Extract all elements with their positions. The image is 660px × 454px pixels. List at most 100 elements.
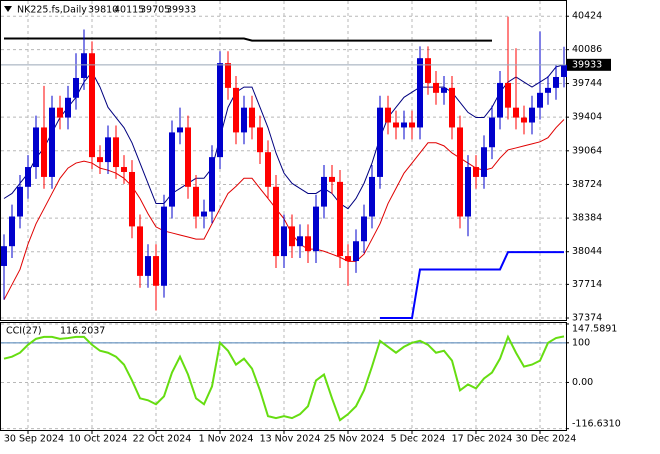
candle-body [537,92,543,108]
y-tick-label: 0.00 [572,377,593,388]
y-tick-label: 37374 [572,313,602,324]
candle-body [457,127,463,217]
candle-body [161,206,167,286]
candle-body [265,152,271,187]
candle-body [81,53,87,78]
cci-value: 116.2037 [60,326,105,337]
candle-body [513,107,519,118]
indicator-line [4,37,492,42]
current-price-box [567,58,611,71]
candle-body [393,122,399,128]
candle-body [41,127,47,177]
candle-body [209,157,215,212]
candle-body [257,127,263,153]
candle-body [505,82,511,108]
candle-body [249,107,255,128]
candle-body [89,53,95,158]
candle-body [521,117,527,123]
header-open: 39810 [88,5,118,16]
candle-body [553,76,559,88]
x-tick-label: 1 Nov 2024 [199,434,254,445]
candle-body [185,127,191,187]
y-tick-label: 40086 [572,44,602,55]
candle-body [465,167,471,217]
candle-body [65,97,71,118]
header-close: 39933 [166,5,196,16]
y-tick-label: 147.5891 [572,324,617,335]
candle-body [9,216,15,247]
candle-body [369,176,375,217]
candle-body [321,176,327,207]
candle-body [305,236,311,252]
candle-body [377,107,383,177]
candle-body [345,256,351,262]
x-tick-label: 5 Dec 2024 [391,434,446,445]
candle-body [73,77,79,98]
candle-body [113,137,119,168]
candle-body [489,117,495,148]
y-tick-label: -116.6310 [572,419,621,430]
candle-body [17,186,23,217]
candle-body [561,64,567,77]
candle-body [481,147,487,177]
x-tick-label: 10 Oct 2024 [69,434,128,445]
candle-body [273,186,279,257]
y-tick-label: 40424 [572,11,602,22]
symbol-title: NK225.fs,Daily [17,5,87,16]
candle-body [329,176,335,182]
x-tick-label: 22 Oct 2024 [133,434,192,445]
candle-body [153,256,159,286]
x-tick-label: 17 Dec 2024 [452,434,513,445]
collapse-icon[interactable] [4,6,12,12]
y-tick-label: 38384 [572,213,602,224]
candle-body [129,171,135,227]
price-panel [0,0,567,321]
candle-body [33,127,39,168]
header-low: 39705 [140,5,170,16]
candle-body [497,82,503,118]
y-tick-label: 100 [572,337,590,348]
indicator-line [380,251,564,320]
x-tick-label: 13 Nov 2024 [260,434,321,445]
indicator-line [3,64,565,210]
candle-body [241,107,247,133]
candle-body [297,236,303,247]
candle-body [233,87,239,133]
candle-body [137,226,143,276]
x-tick-label: 30 Sep 2024 [4,434,64,445]
candle-body [529,107,535,123]
candle-body [121,167,127,172]
candle-body [225,63,231,88]
candle-body [449,87,455,128]
candle-body [177,127,183,133]
candle-body [401,122,407,128]
y-tick-label: 39744 [572,78,602,89]
y-tick-label: 38724 [572,179,602,190]
candle-body [217,63,223,158]
cci-line [3,334,565,422]
candle-body [409,122,415,128]
candle-body [169,132,175,207]
candle-body [97,157,103,163]
y-tick-label: 39404 [572,112,602,123]
candle-body [201,211,207,217]
candle-body [57,107,63,118]
candle-body [193,186,199,217]
current-price-label: 39933 [572,59,602,70]
candle-body [313,206,319,252]
candle-body [281,226,287,257]
candle-body [473,167,479,177]
candle-body [385,107,391,123]
candle-body [433,82,439,93]
candle-body [361,216,367,242]
candle-body [289,226,295,247]
y-tick-label: 39064 [572,145,602,156]
candle-body [145,256,151,276]
candle-body [417,58,423,128]
y-tick-label: 37714 [572,279,602,290]
candle-body [105,137,111,163]
header-high: 40115 [114,5,144,16]
candle-body [425,58,431,83]
y-tick-label: 38044 [572,246,602,257]
